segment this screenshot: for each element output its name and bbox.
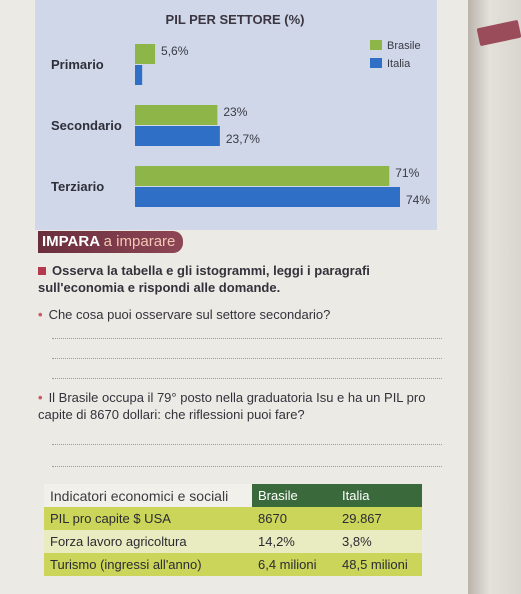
table-cell: 48,5 milioni [336,553,422,576]
question-2: • Il Brasile occupa il 79° posto nella gr… [38,389,438,423]
textbook-page: PIL PER SETTORE (%) Primario 5,6% Secondar… [0,0,510,594]
answer-line[interactable] [52,358,442,359]
answer-line[interactable] [52,444,442,445]
answer-line[interactable] [52,378,442,379]
impara-title: IMPARA [42,233,100,250]
category-label: Primario [51,57,104,72]
question-1-text: Che cosa puoi osservare sul settore seco… [48,307,331,322]
task-instruction: Osserva la tabella e gli istogrammi, leg… [38,262,438,296]
legend-swatch [370,40,382,50]
table-cell: 8670 [252,507,336,530]
chart-title: PIL PER SETTORE (%) [166,12,305,27]
chart-panel: PIL PER SETTORE (%) Primario 5,6% Secondar… [35,0,437,230]
indicators-table: Indicatori economici e sociali Brasile I… [44,484,422,576]
legend-label: Brasile [387,40,421,52]
dot-bullet-icon: • [38,307,43,322]
impara-subtitle: a imparare [103,233,176,250]
bar-italia [135,126,220,146]
table-cell: 6,4 milioni [252,553,336,576]
category-label: Secondario [51,118,122,133]
table-header: Brasile [252,484,336,507]
question-1: • Che cosa puoi osservare sul settore sec… [38,306,448,323]
legend-swatch [370,58,382,68]
data-label: 74% [406,193,430,207]
table-cell: 3,8% [336,530,422,553]
dot-bullet-icon: • [38,390,43,405]
answer-line[interactable] [52,466,442,467]
bar-brasile [135,105,218,125]
category-label: Terziario [51,179,104,194]
table-cell: PIL pro capite $ USA [44,507,252,530]
bar-brasile [135,166,390,186]
bar-italia [135,187,400,207]
table-header-row: Indicatori economici e sociali Brasile I… [44,484,422,507]
data-label: 71% [395,166,419,180]
table-header: Italia [336,484,422,507]
table-cell: Forza lavoro agricoltura [44,530,252,553]
answer-line[interactable] [52,338,442,339]
table-row: Turismo (ingressi all'anno) 6,4 milioni … [44,553,422,576]
table-header: Indicatori economici e sociali [44,484,252,507]
facing-page-edge [468,0,521,594]
data-label: 5,6% [161,44,189,58]
bar-brasile [135,44,156,64]
gdp-bar-chart: PIL PER SETTORE (%) Primario 5,6% Secondar… [51,12,430,207]
legend-label: Italia [387,58,411,70]
table-row: PIL pro capite $ USA 8670 29.867 [44,507,422,530]
table-cell: 29.867 [336,507,422,530]
table-cell: Turismo (ingressi all'anno) [44,553,252,576]
task-text: Osserva la tabella e gli istogrammi, leg… [38,263,370,295]
question-2-text: Il Brasile occupa il 79° posto nella gra… [38,390,426,422]
square-bullet-icon [38,267,46,275]
impara-banner: IMPARA a imparare [38,231,184,253]
table-cell: 14,2% [252,530,336,553]
bar-italia [135,65,143,85]
data-label: 23% [223,105,247,119]
data-label: 23,7% [226,132,260,146]
table-row: Forza lavoro agricoltura 14,2% 3,8% [44,530,422,553]
